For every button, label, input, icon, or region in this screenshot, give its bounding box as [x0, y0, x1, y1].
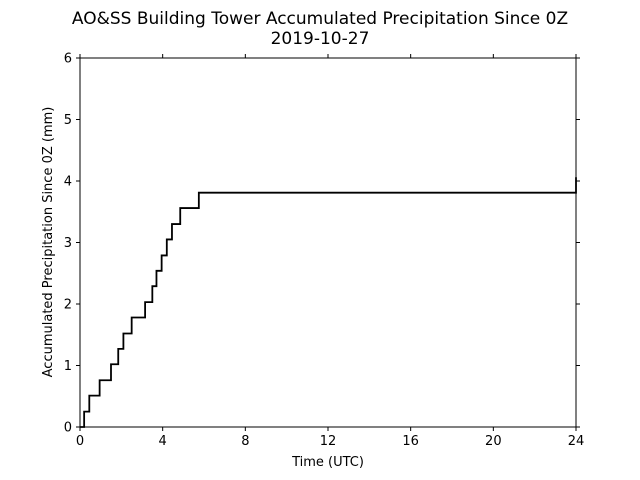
y-tick-label: 3: [64, 236, 72, 251]
y-axis-label: Accumulated Precipitation Since 0Z (mm): [41, 107, 56, 378]
series-line: [80, 177, 577, 428]
y-tick-label: 0: [64, 421, 72, 436]
y-tick-label: 4: [64, 175, 72, 190]
x-tick-label: 20: [485, 434, 502, 449]
x-tick-label: 16: [402, 434, 419, 449]
chart-title: AO&SS Building Tower Accumulated Precipi…: [72, 9, 568, 29]
x-tick-label: 24: [568, 434, 585, 449]
x-tick-label: 4: [159, 434, 167, 449]
chart-subtitle: 2019-10-27: [271, 29, 370, 49]
y-tick-label: 5: [64, 113, 72, 128]
x-tick-label: 0: [76, 434, 84, 449]
x-tick-label: 12: [320, 434, 337, 449]
y-tick-label: 1: [64, 359, 72, 374]
x-axis-label: Time (UTC): [291, 455, 364, 470]
y-tick-label: 6: [64, 52, 72, 67]
plot-frame: [79, 57, 577, 428]
x-tick-label: 8: [241, 434, 249, 449]
y-tick-label: 2: [64, 298, 72, 313]
